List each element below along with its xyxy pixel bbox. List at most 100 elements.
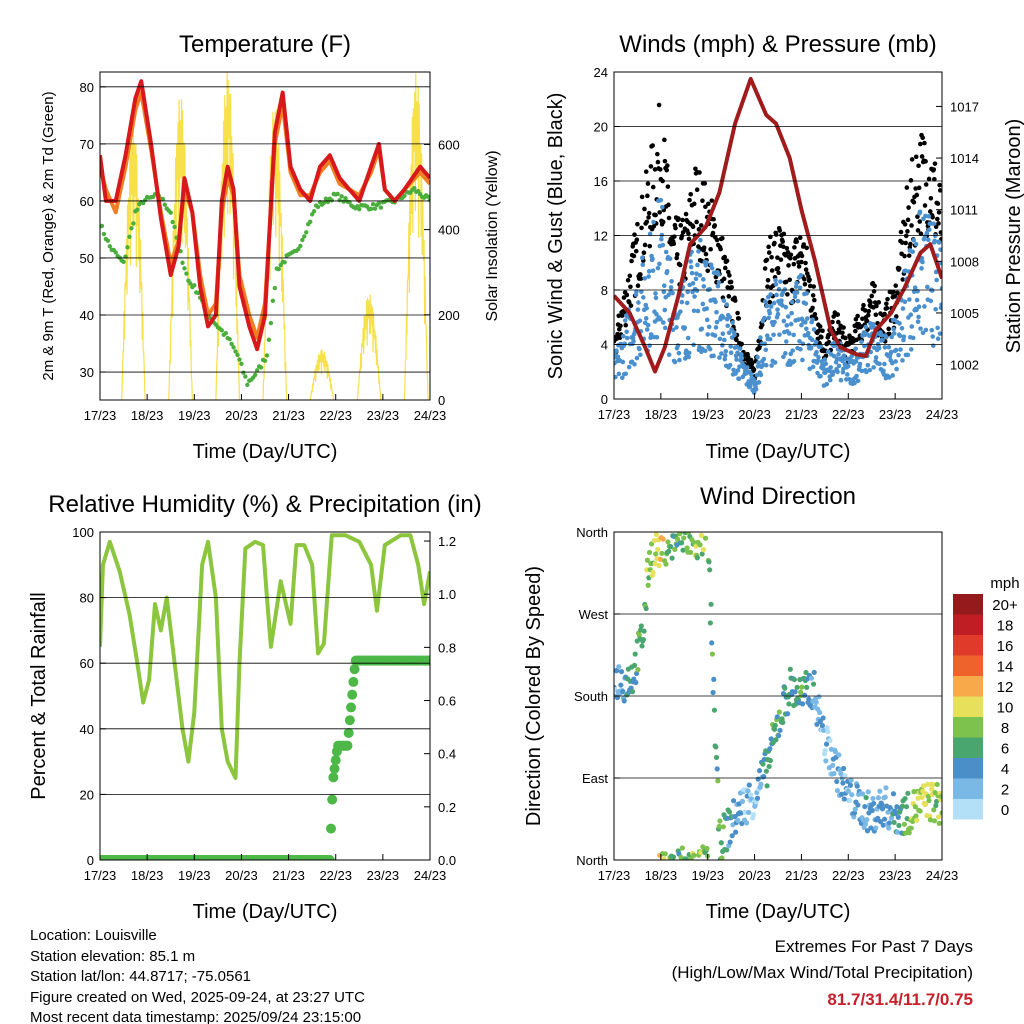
wind-point <box>771 332 776 338</box>
legend-swatch <box>953 799 983 820</box>
wind-point <box>781 354 786 360</box>
direction-point <box>920 783 927 789</box>
wind-point <box>764 303 770 309</box>
plot-frame <box>613 71 943 400</box>
dewpoint-point <box>272 285 278 291</box>
wind-point <box>881 368 886 374</box>
wind-point <box>896 352 901 358</box>
direction-point <box>808 675 815 681</box>
wind-point <box>789 310 794 316</box>
wind-point <box>936 240 942 245</box>
gust-point <box>781 231 787 237</box>
x-tick-label: 19/23 <box>178 408 211 423</box>
y-right-tick-label: 1005 <box>950 306 979 321</box>
gust-point <box>697 170 702 175</box>
dewpoint-point <box>113 250 118 255</box>
direction-point <box>824 725 830 731</box>
direction-point <box>724 847 730 853</box>
wind-point <box>773 281 779 287</box>
gust-point <box>920 135 925 140</box>
wind-point <box>720 343 725 348</box>
wind-point <box>721 315 726 320</box>
gust-point <box>736 316 742 321</box>
wind-point <box>927 227 932 232</box>
gust-point <box>780 239 785 244</box>
gust-point <box>729 284 735 290</box>
wind-point <box>705 332 711 337</box>
y-right-tick-label: 1017 <box>950 99 979 114</box>
gust-point <box>706 201 711 207</box>
direction-point <box>877 818 884 825</box>
direction-point <box>729 833 735 839</box>
direction-point <box>902 795 908 802</box>
gust-point <box>674 252 680 257</box>
direction-point <box>863 794 869 801</box>
wind-point <box>824 381 830 387</box>
direction-point <box>660 536 666 542</box>
wind-point <box>791 358 797 364</box>
direction-point <box>820 715 826 721</box>
x-tick-label: 20/23 <box>738 407 771 422</box>
direction-point <box>717 818 723 824</box>
y-right-tick-label: 0.6 <box>438 694 456 709</box>
legend-label: 16 <box>997 638 1014 655</box>
precipitation-point <box>324 855 335 860</box>
wind-point <box>783 339 789 344</box>
gust-point <box>783 279 789 285</box>
dewpoint-point <box>264 353 270 358</box>
direction-point <box>840 780 846 786</box>
direction-point <box>848 777 854 783</box>
direction-point <box>746 782 752 788</box>
x-tick-label: 21/23 <box>785 407 818 422</box>
wind-point <box>701 277 706 282</box>
gust-point <box>935 216 940 222</box>
wind-point <box>911 237 916 243</box>
direction-point <box>855 802 861 808</box>
y-right-tick-label: 0.2 <box>438 800 456 815</box>
direction-point <box>868 825 874 831</box>
dewpoint-point <box>219 328 224 333</box>
y-right-tick-label: 1.0 <box>438 587 456 602</box>
direction-point <box>763 768 769 774</box>
direction-point <box>891 819 897 826</box>
wind-point <box>763 362 769 368</box>
wind-point <box>893 359 898 364</box>
gust-point <box>876 300 882 305</box>
wind-point <box>789 299 795 305</box>
x-tick-label: 19/23 <box>178 868 211 883</box>
legend-swatch <box>953 758 983 779</box>
wind-point <box>798 273 804 278</box>
direction-point <box>635 667 641 673</box>
wind-point <box>735 368 741 373</box>
wind-point <box>908 347 914 352</box>
dewpoint-point <box>321 200 327 205</box>
direction-point <box>830 762 836 769</box>
gust-point <box>858 324 864 329</box>
y-tick-label: 40 <box>80 722 94 737</box>
wind-point <box>815 358 821 363</box>
wind-point <box>736 376 742 382</box>
dewpoint-point <box>233 349 238 354</box>
elevation-text: Station elevation: 85.1 m <box>30 948 195 965</box>
gust-point <box>802 276 807 282</box>
direction-point <box>870 795 876 802</box>
gust-point <box>711 216 716 222</box>
gust-point <box>688 191 694 197</box>
wind-point <box>823 361 829 367</box>
gust-point <box>693 166 698 172</box>
direction-point <box>694 555 700 561</box>
direction-point <box>838 771 844 777</box>
wind-point <box>653 291 658 296</box>
gust-point <box>645 193 650 199</box>
gust-point <box>714 237 720 243</box>
gust-point <box>702 181 708 186</box>
direction-point <box>883 785 889 791</box>
y-right-tick-label: 200 <box>438 308 460 323</box>
wind-point <box>620 333 626 339</box>
x-tick-label: 19/23 <box>691 407 724 422</box>
legend-swatch <box>953 614 983 635</box>
wind-point <box>891 326 896 332</box>
dewpoint-point <box>131 221 136 226</box>
wind-point <box>642 276 648 281</box>
wind-point <box>831 353 837 359</box>
